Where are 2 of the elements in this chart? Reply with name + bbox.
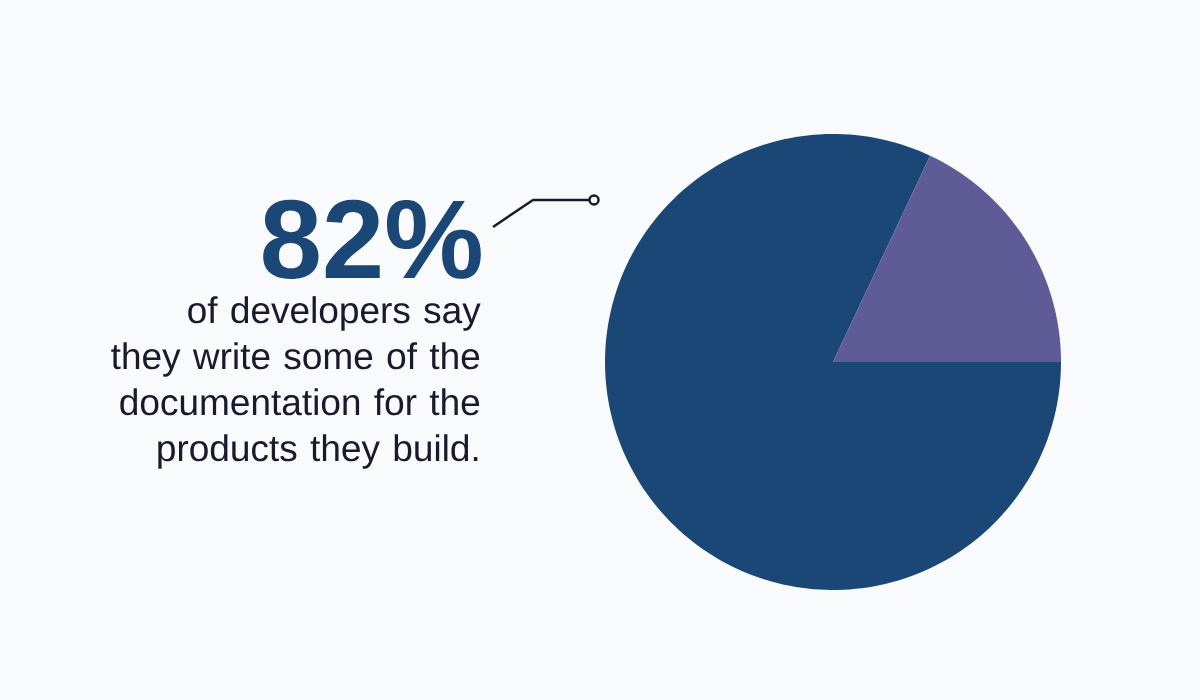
text: of developers say they write some of the documentation for the products they build. — [111, 296, 481, 469]
data-label: 82% — [263, 199, 481, 280]
